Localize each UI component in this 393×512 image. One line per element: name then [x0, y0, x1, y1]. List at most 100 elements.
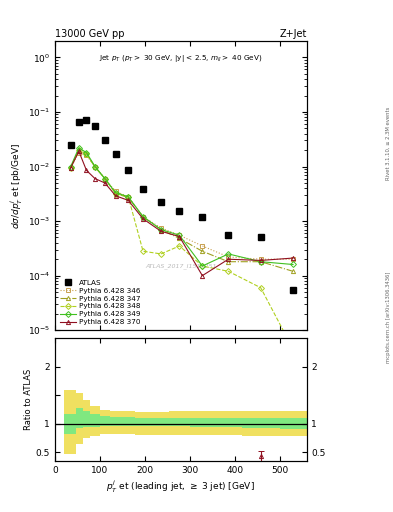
ATLAS — [159, 199, 163, 205]
ATLAS — [113, 151, 118, 157]
Line: ATLAS: ATLAS — [68, 118, 296, 292]
Line: Pythia 6.428 347: Pythia 6.428 347 — [69, 148, 295, 273]
Pythia 6.428 370 — [77, 148, 81, 155]
Pythia 6.428 347 — [141, 214, 145, 220]
Text: Z+Jet: Z+Jet — [279, 29, 307, 39]
Pythia 6.428 346 — [113, 188, 118, 195]
Pythia 6.428 346 — [77, 150, 81, 156]
Pythia 6.428 347 — [226, 259, 231, 265]
Line: Pythia 6.428 349: Pythia 6.428 349 — [69, 146, 295, 268]
Pythia 6.428 370 — [177, 233, 182, 240]
Pythia 6.428 370 — [200, 272, 205, 279]
Pythia 6.428 347 — [200, 248, 205, 254]
Pythia 6.428 349 — [200, 263, 205, 269]
Pythia 6.428 347 — [84, 151, 89, 157]
ATLAS — [68, 142, 73, 148]
Text: mcplots.cern.ch [arXiv:1306.3436]: mcplots.cern.ch [arXiv:1306.3436] — [386, 272, 391, 363]
Text: ATLAS_2017_I1514251: ATLAS_2017_I1514251 — [145, 264, 217, 269]
Pythia 6.428 346 — [126, 194, 130, 200]
Text: 13000 GeV pp: 13000 GeV pp — [55, 29, 125, 39]
Pythia 6.428 349 — [291, 262, 296, 268]
Pythia 6.428 349 — [159, 226, 163, 232]
Pythia 6.428 346 — [103, 176, 107, 182]
Pythia 6.428 347 — [126, 195, 130, 201]
Pythia 6.428 370 — [159, 228, 163, 234]
Pythia 6.428 347 — [93, 164, 97, 170]
Pythia 6.428 346 — [141, 214, 145, 220]
Pythia 6.428 348 — [200, 263, 205, 269]
Pythia 6.428 349 — [258, 259, 263, 265]
ATLAS — [141, 186, 145, 193]
Pythia 6.428 347 — [258, 259, 263, 265]
Pythia 6.428 349 — [68, 163, 73, 169]
ATLAS — [84, 117, 89, 123]
Pythia 6.428 348 — [177, 243, 182, 249]
Line: Pythia 6.428 370: Pythia 6.428 370 — [69, 149, 295, 278]
Pythia 6.428 370 — [258, 258, 263, 264]
Legend: ATLAS, Pythia 6.428 346, Pythia 6.428 347, Pythia 6.428 348, Pythia 6.428 349, P: ATLAS, Pythia 6.428 346, Pythia 6.428 34… — [59, 279, 142, 327]
Pythia 6.428 346 — [177, 232, 182, 238]
Pythia 6.428 347 — [103, 176, 107, 182]
ATLAS — [291, 287, 296, 293]
Y-axis label: Ratio to ATLAS: Ratio to ATLAS — [24, 369, 33, 430]
Pythia 6.428 370 — [113, 193, 118, 199]
Pythia 6.428 370 — [226, 256, 231, 262]
Pythia 6.428 349 — [103, 176, 107, 182]
Pythia 6.428 346 — [68, 165, 73, 171]
Pythia 6.428 349 — [226, 251, 231, 257]
ATLAS — [258, 234, 263, 241]
ATLAS — [93, 123, 97, 129]
Pythia 6.428 346 — [291, 256, 296, 262]
Pythia 6.428 346 — [200, 243, 205, 249]
ATLAS — [77, 119, 81, 125]
Pythia 6.428 348 — [113, 190, 118, 197]
Pythia 6.428 348 — [226, 268, 231, 274]
Pythia 6.428 347 — [68, 165, 73, 171]
Pythia 6.428 348 — [258, 285, 263, 291]
Pythia 6.428 370 — [141, 216, 145, 222]
Pythia 6.428 346 — [93, 163, 97, 169]
Pythia 6.428 349 — [113, 190, 118, 196]
Pythia 6.428 346 — [226, 254, 231, 260]
Pythia 6.428 347 — [291, 268, 296, 274]
Pythia 6.428 348 — [103, 176, 107, 182]
Line: Pythia 6.428 348: Pythia 6.428 348 — [69, 148, 295, 351]
ATLAS — [177, 208, 182, 215]
Pythia 6.428 348 — [141, 248, 145, 254]
ATLAS — [200, 214, 205, 220]
Y-axis label: $d\sigma/dp_T^j$ et [pb/GeV]: $d\sigma/dp_T^j$ et [pb/GeV] — [9, 142, 25, 229]
Pythia 6.428 349 — [126, 194, 130, 200]
Pythia 6.428 348 — [93, 164, 97, 170]
Pythia 6.428 347 — [77, 147, 81, 153]
Text: Jet $p_T$ ($p_T >$ 30 GeV, |y| < 2.5, $m_{ll} >$ 40 GeV): Jet $p_T$ ($p_T >$ 30 GeV, |y| < 2.5, $m… — [99, 53, 263, 63]
Pythia 6.428 370 — [84, 167, 89, 174]
Pythia 6.428 370 — [291, 255, 296, 261]
ATLAS — [226, 232, 231, 238]
Pythia 6.428 349 — [77, 145, 81, 151]
Pythia 6.428 348 — [126, 194, 130, 200]
Pythia 6.428 348 — [77, 147, 81, 153]
Pythia 6.428 349 — [93, 163, 97, 169]
Pythia 6.428 370 — [68, 165, 73, 171]
Pythia 6.428 349 — [141, 214, 145, 220]
X-axis label: $p_T^j$ et (leading jet, $\geq$ 3 jet) [GeV]: $p_T^j$ et (leading jet, $\geq$ 3 jet) [… — [107, 479, 255, 495]
Pythia 6.428 370 — [93, 176, 97, 182]
Pythia 6.428 348 — [159, 251, 163, 257]
Pythia 6.428 370 — [103, 180, 107, 186]
Pythia 6.428 346 — [159, 225, 163, 231]
Pythia 6.428 347 — [177, 236, 182, 242]
Pythia 6.428 349 — [177, 232, 182, 238]
ATLAS — [103, 137, 107, 143]
Pythia 6.428 349 — [84, 150, 89, 156]
Text: Rivet 3.1.10, ≥ 2.3M events: Rivet 3.1.10, ≥ 2.3M events — [386, 106, 391, 180]
Pythia 6.428 346 — [84, 152, 89, 158]
Pythia 6.428 347 — [159, 226, 163, 232]
Pythia 6.428 348 — [291, 346, 296, 352]
Pythia 6.428 348 — [84, 151, 89, 157]
Pythia 6.428 346 — [258, 256, 263, 262]
Pythia 6.428 347 — [113, 190, 118, 197]
ATLAS — [126, 167, 130, 174]
Pythia 6.428 348 — [68, 165, 73, 171]
Pythia 6.428 370 — [126, 197, 130, 203]
Line: Pythia 6.428 346: Pythia 6.428 346 — [69, 151, 295, 261]
